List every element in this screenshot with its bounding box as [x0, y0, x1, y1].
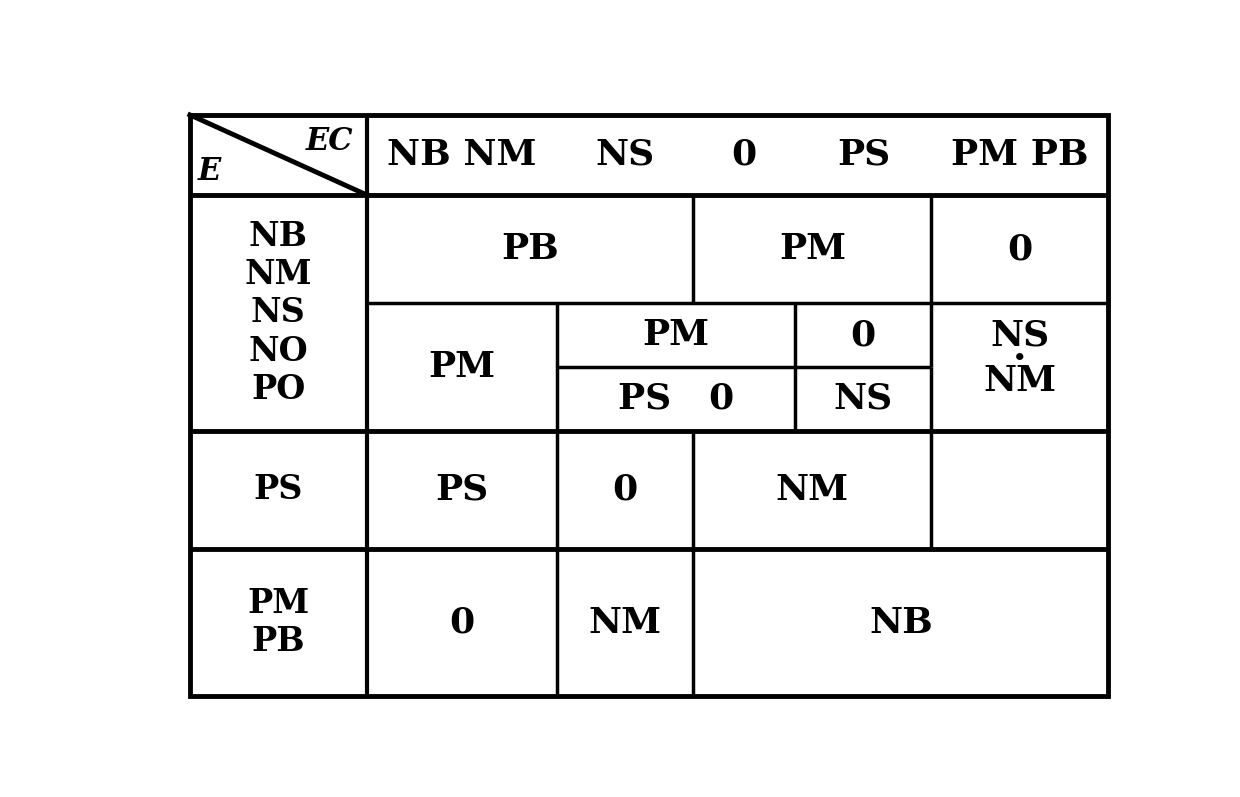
Text: 0: 0: [732, 138, 756, 172]
Text: 0: 0: [851, 318, 875, 352]
Text: NS: NS: [991, 318, 1049, 352]
Text: PS: PS: [254, 473, 303, 506]
Text: PS   0: PS 0: [619, 382, 734, 416]
Text: NS: NS: [833, 382, 893, 416]
Text: NM: NM: [589, 606, 662, 639]
Text: 0: 0: [613, 473, 637, 507]
Text: ·: ·: [1013, 340, 1027, 379]
Text: PM
PB: PM PB: [247, 587, 310, 658]
Text: NS: NS: [595, 138, 655, 172]
Text: PS: PS: [435, 473, 489, 507]
Text: PM: PM: [779, 232, 846, 266]
Text: E: E: [197, 156, 221, 187]
Text: PS: PS: [837, 138, 890, 172]
Text: NB
NM
NS
NO
PO: NB NM NS NO PO: [244, 220, 312, 406]
Text: NB: NB: [869, 606, 932, 639]
Text: 0: 0: [449, 606, 475, 639]
Text: PB: PB: [501, 232, 559, 266]
Text: NM: NM: [983, 364, 1056, 398]
Text: NM: NM: [776, 473, 849, 507]
Text: PM: PM: [429, 350, 496, 384]
Text: EC: EC: [305, 126, 353, 157]
Text: PM: PM: [642, 318, 709, 352]
Text: PM PB: PM PB: [951, 138, 1089, 172]
Text: 0: 0: [1007, 232, 1033, 266]
Text: NB NM: NB NM: [387, 138, 537, 172]
